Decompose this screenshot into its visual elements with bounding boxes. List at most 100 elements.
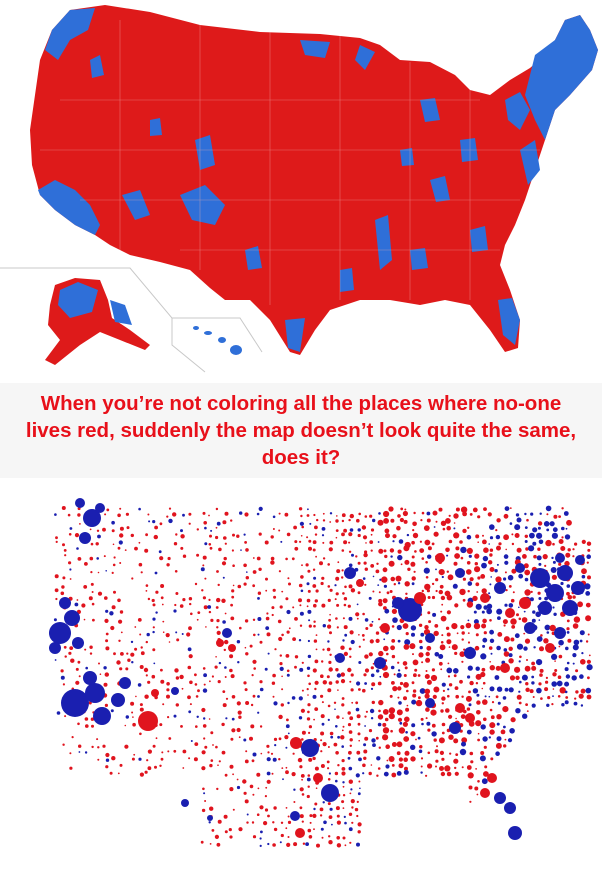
county-dot (469, 800, 472, 803)
county-dot (398, 727, 406, 734)
county-dot (521, 674, 528, 681)
county-dot (412, 529, 415, 532)
county-dot (341, 759, 345, 763)
county-dot (113, 652, 116, 656)
county-dot (194, 683, 198, 686)
county-dot (68, 533, 72, 536)
county-dot (561, 703, 565, 707)
county-dot (348, 532, 353, 537)
county-dot (465, 622, 472, 629)
county-dot (532, 610, 536, 614)
county-dot (144, 694, 149, 699)
county-dot (488, 560, 493, 565)
county-dot (98, 662, 100, 665)
county-dot (425, 576, 429, 579)
county-dot (336, 626, 339, 629)
county-dot (446, 554, 449, 557)
county-dot (201, 808, 206, 813)
county-dot (511, 568, 517, 574)
county-bubble (61, 689, 89, 717)
county-dot (272, 528, 275, 530)
county-dot (432, 612, 437, 617)
county-dot (453, 758, 459, 764)
county-bubble (138, 711, 158, 731)
county-dot (526, 659, 528, 661)
county-dot (453, 513, 459, 519)
county-dot (265, 589, 268, 592)
county-dot (320, 694, 324, 698)
county-dot (301, 564, 303, 567)
county-dot (361, 634, 365, 637)
county-dot (329, 588, 333, 592)
county-dot (279, 605, 283, 609)
county-dot (565, 552, 571, 558)
county-choropleth-map (0, 0, 602, 383)
county-dot (377, 714, 384, 720)
county-bubble (414, 592, 426, 604)
county-dot (572, 555, 575, 558)
county-dot (363, 673, 367, 677)
county-dot (293, 801, 296, 803)
county-dot (320, 674, 324, 678)
county-dot (193, 757, 198, 762)
county-dot (361, 525, 367, 530)
county-dot (113, 556, 116, 559)
county-dot (453, 532, 460, 539)
county-dot (557, 675, 562, 679)
county-dot (306, 605, 309, 608)
county-dot (168, 518, 173, 524)
county-dot (347, 667, 352, 673)
county-dot (232, 773, 235, 776)
county-dot (524, 526, 528, 529)
county-dot (480, 724, 486, 730)
county-dot (424, 583, 431, 591)
county-dot (364, 668, 370, 673)
county-dot (355, 701, 359, 705)
county-dot (489, 729, 495, 735)
county-dot (371, 620, 374, 623)
large-bubbles (49, 498, 585, 840)
county-dot (298, 716, 303, 720)
county-dot (244, 688, 248, 692)
county-bubble (222, 628, 232, 638)
county-dot (522, 713, 528, 719)
county-dot (125, 512, 129, 516)
county-dot (567, 595, 573, 600)
county-dot (341, 576, 344, 579)
county-dot (196, 528, 199, 531)
county-dot (348, 827, 353, 832)
county-dot (356, 842, 360, 847)
county-dot (119, 526, 124, 531)
county-dot (153, 534, 158, 540)
county-dot (145, 584, 149, 587)
county-dot (473, 619, 479, 625)
county-dot (260, 830, 263, 834)
county-dot (117, 598, 121, 603)
county-dot (312, 813, 317, 818)
county-dot (194, 742, 199, 746)
county-dot (529, 689, 534, 694)
county-bubble (151, 689, 159, 697)
county-dot (327, 640, 330, 643)
county-dot (390, 729, 393, 733)
county-dot (545, 539, 552, 547)
county-dot (327, 767, 330, 770)
county-dot (158, 550, 162, 554)
county-dot (238, 715, 242, 719)
county-dot (105, 765, 109, 769)
county-dot (413, 570, 416, 573)
county-bubble (216, 639, 224, 647)
county-dot (201, 707, 206, 713)
county-dot (307, 828, 312, 833)
county-dot (477, 738, 480, 742)
county-dot (574, 697, 577, 700)
county-dot (327, 718, 330, 721)
county-dot (103, 682, 108, 687)
county-dot (409, 643, 416, 650)
county-dot (539, 512, 542, 515)
county-dot (306, 514, 310, 517)
county-dot (75, 667, 79, 671)
county-dot (398, 757, 403, 762)
county-dot (54, 659, 57, 661)
county-dot (544, 624, 551, 631)
